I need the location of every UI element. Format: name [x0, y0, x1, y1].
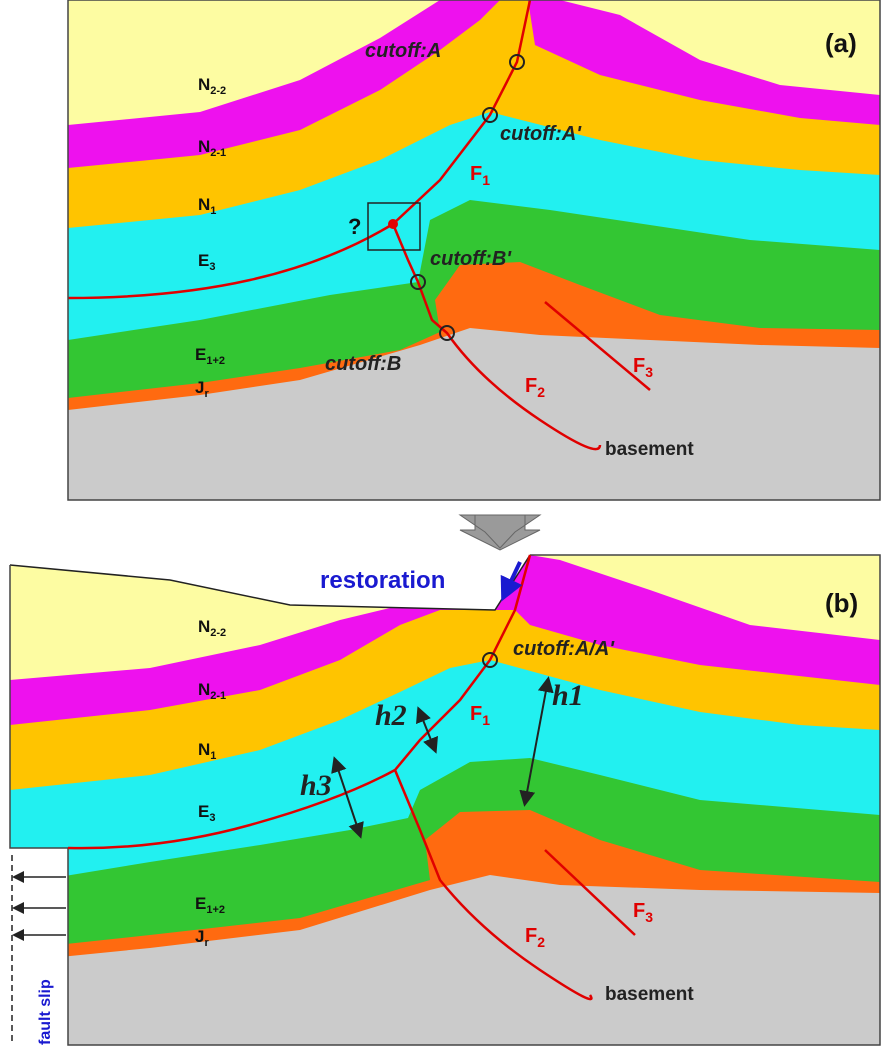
fault-label-base: F [633, 355, 645, 377]
layer-label-base: N [198, 137, 210, 156]
layer-label-base: N [198, 680, 210, 699]
layer-label-base: N [198, 617, 210, 636]
panel-b: restoration (b) N2-2 N2-1 N1 E3 E1+2 Jr … [0, 555, 880, 1048]
cutoff-label: cutoff:A' [500, 123, 582, 145]
slip-gap [0, 848, 68, 1048]
basement-label: basement [605, 984, 694, 1005]
layer-label-sub: 1+2 [206, 904, 225, 916]
fault-label-base: F [633, 900, 645, 922]
figure: (a) N2-2 N2-1 N1 E3 E1+2 Jr cutoff:A cut… [0, 0, 885, 1048]
layer-label-base: E [198, 251, 209, 270]
thickness-label: h1 [552, 679, 584, 712]
layer-label-sub: 2-1 [210, 147, 226, 159]
panel-label: (b) [825, 588, 858, 618]
branch-point [388, 219, 398, 229]
layer-label-base: J [195, 378, 204, 397]
fault-label-base: F [470, 163, 482, 185]
thickness-label: h2 [375, 699, 407, 732]
cutoff-label: cutoff:A/A' [513, 638, 615, 660]
fault-label-sub: 3 [645, 909, 653, 925]
layer-label-sub: 2-1 [210, 690, 226, 702]
cutoff-label: cutoff:B' [430, 248, 512, 270]
cutoff-label: cutoff:A [365, 40, 441, 62]
panel-a: (a) N2-2 N2-1 N1 E3 E1+2 Jr cutoff:A cut… [68, 0, 880, 500]
fault-label-base: F [525, 375, 537, 397]
layer-label-sub: 3 [209, 812, 215, 824]
layer-label-base: N [198, 195, 210, 214]
panel-label: (a) [825, 28, 857, 58]
fault-label-sub: 1 [482, 172, 490, 188]
fault-label-sub: 2 [537, 934, 545, 950]
layer-label-sub: 2-2 [210, 627, 226, 639]
layer-label-base: N [198, 740, 210, 759]
layer-label-sub: 2-2 [210, 85, 226, 97]
layer-label-base: N [198, 75, 210, 94]
layer-label-base: J [195, 927, 204, 946]
fault-label-sub: 2 [537, 384, 545, 400]
layer-label-base: E [198, 802, 209, 821]
question-mark: ? [348, 214, 361, 239]
layer-label-sub: 3 [209, 261, 215, 273]
layer-label-sub: r [204, 937, 209, 949]
basement-label: basement [605, 439, 694, 460]
layer-label-sub: 1 [210, 750, 216, 762]
fault-label-base: F [525, 925, 537, 947]
layer-label-base: E [195, 894, 206, 913]
cutoff-label: cutoff:B [325, 353, 401, 375]
layer-label-sub: 1 [210, 205, 216, 217]
fault-label-sub: 1 [482, 712, 490, 728]
layer-label-sub: r [204, 388, 209, 400]
layer-label-base: E [195, 345, 206, 364]
transition-arrow [460, 515, 540, 550]
fault-label-base: F [470, 703, 482, 725]
fault-label-sub: 3 [645, 364, 653, 380]
restoration-label: restoration [320, 567, 445, 594]
fault-slip-label: fault slip [37, 979, 54, 1045]
layer-label-sub: 1+2 [206, 355, 225, 367]
thickness-label: h3 [300, 769, 332, 802]
